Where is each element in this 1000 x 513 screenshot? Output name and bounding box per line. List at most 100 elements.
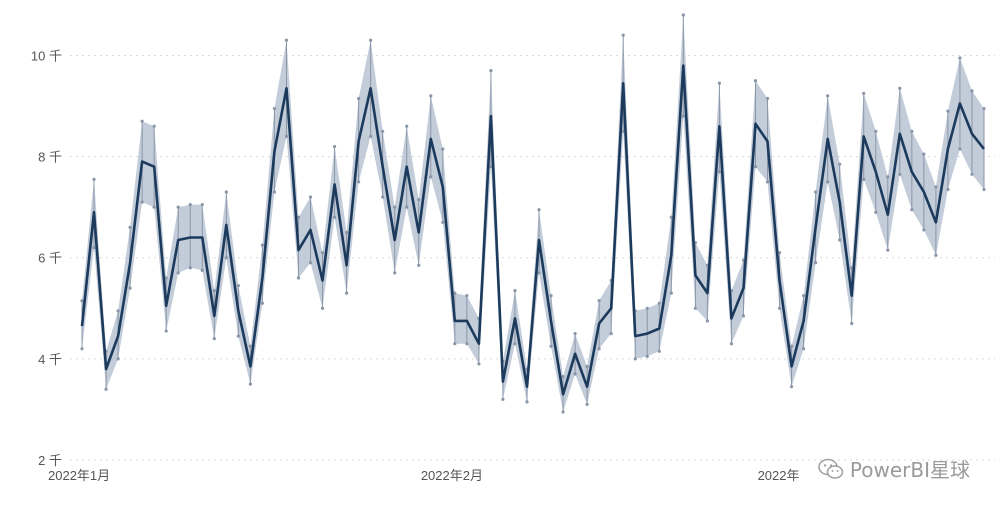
error-bar-lower-dot [176, 271, 180, 275]
error-bar-lower-dot [753, 165, 758, 169]
error-bar-lower-dot [669, 291, 673, 295]
error-bar-lower-dot [838, 238, 842, 242]
error-bar-lower-dot [777, 306, 782, 310]
error-bar-upper-dot [248, 344, 252, 348]
error-bar-upper-dot [513, 288, 517, 293]
error-bar-upper-dot [188, 203, 192, 207]
error-bar-lower-dot [922, 228, 926, 232]
error-bar-lower-dot [525, 400, 529, 404]
error-bar-upper-dot [681, 13, 685, 17]
error-bar-lower-dot [633, 357, 637, 361]
error-bar-upper-dot [669, 215, 673, 219]
error-bar-upper-dot [308, 195, 313, 199]
error-bar-upper-dot [465, 294, 469, 298]
error-bar-lower-dot [874, 210, 878, 214]
error-bar-lower-dot [116, 357, 120, 361]
error-bar-upper-dot [621, 33, 625, 37]
error-bar-lower-dot [152, 205, 156, 209]
error-bar-upper-dot [152, 124, 156, 128]
error-bar-upper-dot [597, 299, 601, 303]
error-bar-upper-dot [357, 96, 361, 101]
watermark: PowerBI星球 [818, 454, 970, 483]
error-bar-lower-dot [741, 314, 746, 318]
error-bar-upper-dot [260, 243, 264, 247]
error-bar-upper-dot [561, 374, 565, 379]
error-bar-lower-dot [405, 205, 409, 209]
series-line [80, 64, 986, 396]
error-bar-upper-dot [116, 309, 120, 313]
error-bar-upper-dot [946, 109, 950, 113]
error-bar-lower-dot [621, 129, 625, 133]
error-bar-upper-dot [862, 91, 866, 95]
error-bar-upper-dot [393, 205, 397, 209]
error-bar-lower-dot [862, 177, 866, 181]
error-bar-lower-dot [597, 347, 601, 351]
error-bar-lower-dot [850, 321, 854, 326]
error-bar-lower-dot [681, 114, 685, 118]
error-bar-upper-dot [765, 96, 770, 101]
error-bar-lower-dot [417, 263, 421, 267]
error-bar-upper-dot [802, 294, 806, 298]
error-bar-lower-dot [332, 215, 337, 219]
error-bar-upper-dot [164, 276, 168, 280]
error-bar-lower-dot [393, 271, 397, 275]
error-bar-upper-dot [910, 129, 914, 133]
error-bar-upper-dot [140, 119, 144, 123]
error-bar-lower-dot [501, 397, 505, 401]
error-bar-upper-dot [585, 364, 589, 369]
error-bar-upper-dot [789, 344, 794, 348]
y-tick-label: 2 千 [38, 453, 62, 468]
error-bar-lower-dot [886, 248, 890, 252]
error-bar-upper-dot [573, 331, 577, 336]
error-bar-upper-dot [344, 230, 349, 235]
error-bar-upper-dot [381, 129, 385, 133]
error-bar-lower-dot [910, 208, 914, 212]
error-bar-upper-dot [284, 38, 289, 42]
error-bar-lower-dot [765, 180, 770, 184]
error-bar-lower-dot [729, 342, 734, 346]
error-bar-lower-dot [224, 256, 228, 260]
error-bar-lower-dot [200, 268, 204, 272]
error-bar-lower-dot [717, 170, 722, 174]
error-bar-lower-dot [272, 190, 277, 194]
y-tick-label: 10 千 [31, 48, 62, 63]
error-bar-lower-dot [657, 349, 661, 353]
error-bar-lower-dot [344, 291, 349, 295]
error-bar-lower-dot [441, 220, 445, 224]
error-bar-upper-dot [645, 306, 649, 310]
x-axis: 2022年1月 2022年2月 2022年 [48, 468, 799, 483]
error-bar-upper-dot [212, 288, 216, 293]
error-bar-upper-dot [417, 197, 421, 202]
error-bar-lower-dot [357, 180, 361, 184]
error-bar-upper-dot [717, 81, 722, 85]
error-bar-upper-dot [549, 294, 553, 298]
error-bar-lower-dot [958, 147, 962, 151]
error-bar-upper-dot [753, 79, 758, 83]
error-bar-lower-dot [284, 134, 289, 138]
error-bar-upper-dot [176, 205, 180, 209]
error-bar-upper-dot [814, 190, 818, 194]
error-bar-upper-dot [332, 144, 337, 149]
error-bar-lower-dot [164, 329, 168, 333]
wechat-icon [818, 458, 844, 479]
error-bar-upper-dot [826, 94, 830, 98]
plot-area [80, 13, 986, 414]
error-bar-upper-dot [657, 301, 661, 305]
error-bar-lower-dot [585, 402, 589, 406]
error-bar-upper-dot [777, 251, 782, 255]
y-tick-label: 8 千 [38, 150, 62, 165]
error-bar-lower-dot [814, 261, 818, 265]
error-bar-lower-dot [946, 187, 950, 192]
error-bar-lower-dot [802, 347, 806, 351]
error-bar-upper-dot [320, 251, 325, 255]
error-bar-lower-dot [429, 175, 433, 179]
error-bar-lower-dot [537, 271, 541, 275]
error-bar-lower-dot [188, 266, 192, 270]
error-bar-lower-dot [705, 319, 709, 323]
error-bar-lower-dot [453, 342, 457, 346]
x-tick-label: 2022年 [758, 468, 800, 483]
error-bar-lower-dot [934, 253, 938, 257]
error-bar-upper-dot [80, 299, 84, 303]
error-bar-lower-dot [489, 165, 493, 169]
